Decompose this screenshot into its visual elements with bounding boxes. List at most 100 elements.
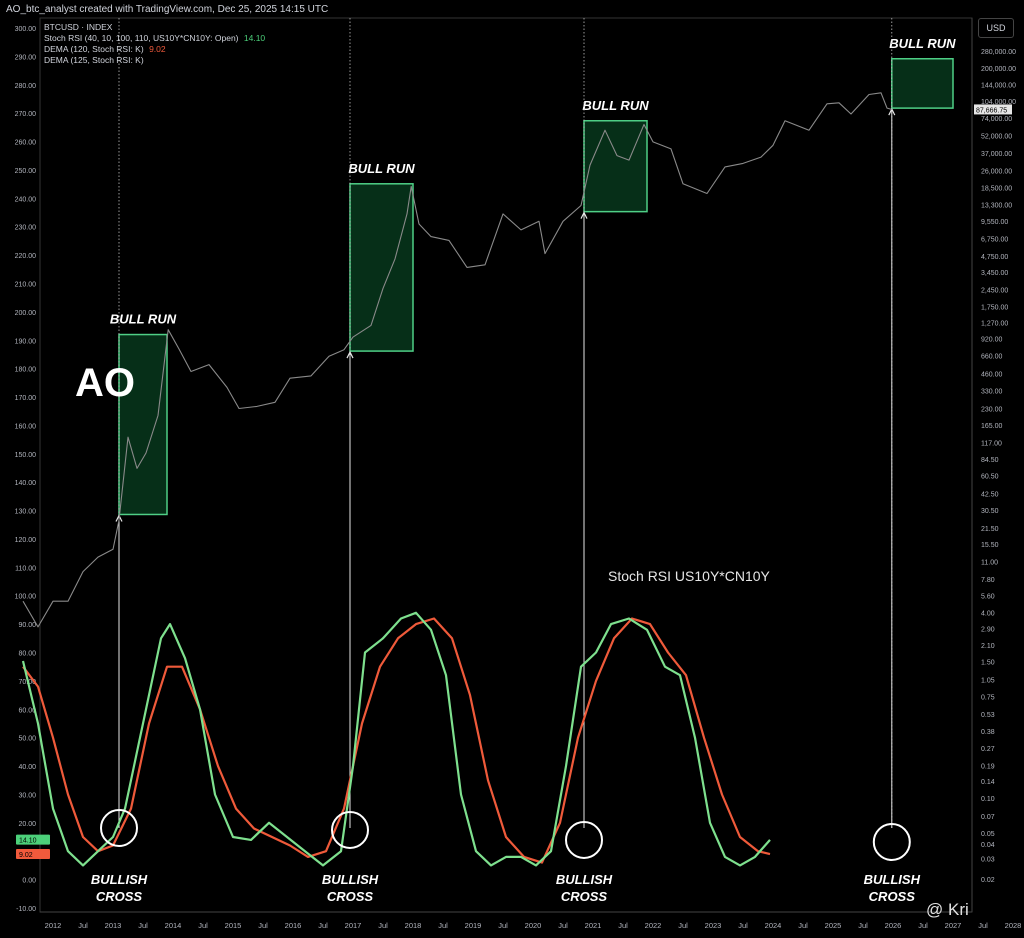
watermark: @ Kri (926, 900, 969, 919)
indicator-label: Stoch RSI US10Y*CN10Y (608, 568, 771, 584)
time-axis-tick: Jul (858, 921, 868, 930)
time-axis-tick: 2022 (645, 921, 662, 930)
right-axis-tick: 4.00 (981, 610, 995, 617)
right-axis-tick: 117.00 (981, 441, 1002, 448)
left-axis-tick: 180.00 (15, 367, 37, 374)
time-axis-tick: Jul (258, 921, 268, 930)
time-axis-tick: 2013 (105, 921, 122, 930)
time-axis-tick: Jul (738, 921, 748, 930)
legend-stoch-label: Stoch RSI (40, 10, 100, 110, US10Y*CN10Y… (44, 33, 239, 43)
right-axis-tick: 165.00 (981, 423, 1003, 430)
time-axis-tick: 2020 (525, 921, 542, 930)
right-axis-tick: 0.53 (981, 712, 995, 719)
right-axis-tick: 0.14 (981, 779, 995, 786)
legend-dema120: DEMA (120, Stoch RSI: K) 9.02 (44, 44, 268, 55)
left-axis-tick: 30.00 (18, 792, 36, 799)
bull-run-box (891, 58, 954, 109)
right-axis-tick: 37,000.00 (981, 151, 1012, 158)
time-axis-tick: 2018 (405, 921, 422, 930)
left-axis-tick: 260.00 (15, 140, 37, 147)
left-axis-tick: 300.00 (15, 26, 37, 33)
legend-dema120-label: DEMA (120, Stoch RSI: K) (44, 44, 144, 54)
time-axis-tick: Jul (138, 921, 148, 930)
value-tag-text: 9.02 (19, 852, 33, 859)
right-axis-tick: 1.50 (981, 660, 995, 667)
right-axis-tick: 42.50 (981, 491, 999, 498)
right-axis-tick: 0.27 (981, 746, 995, 753)
right-axis-tick: 0.05 (981, 831, 995, 838)
left-axis-tick: 170.00 (15, 395, 37, 402)
currency-button[interactable]: USD (978, 18, 1014, 38)
right-axis-tick: 0.10 (981, 796, 995, 803)
right-axis-tick: 13,300.00 (981, 202, 1012, 209)
legend-stoch-value: 14.10 (243, 33, 266, 43)
time-axis-tick: Jul (798, 921, 808, 930)
right-axis-tick: 6,750.00 (981, 236, 1008, 243)
left-axis-tick: 210.00 (15, 281, 37, 288)
value-tag-text: 14.10 (19, 838, 37, 845)
bullish-cross-label-1: BULLISH (322, 872, 379, 887)
right-axis-tick: 21.50 (981, 526, 999, 533)
time-axis-tick: 2024 (765, 921, 782, 930)
right-axis-tick: 52,000.00 (981, 134, 1012, 141)
chart-attribution: AO_btc_analyst created with TradingView.… (6, 4, 329, 15)
right-axis-tick: 4,750.00 (981, 254, 1008, 261)
bullish-cross-circle (872, 823, 911, 861)
time-axis-tick: Jul (198, 921, 208, 930)
right-axis-tick: 2.10 (981, 643, 995, 650)
price-tag-text: 87,666.75 (976, 107, 1007, 114)
right-axis-tick: 104,000.00 (981, 99, 1016, 106)
left-axis-tick: 270.00 (15, 111, 37, 118)
time-axis-tick: 2023 (705, 921, 722, 930)
left-axis-tick: 190.00 (15, 338, 37, 345)
left-axis-tick: 100.00 (15, 594, 37, 601)
right-axis-tick: 3,450.00 (981, 270, 1008, 277)
right-axis-tick: 74,000.00 (981, 116, 1012, 123)
time-axis-tick: 2019 (465, 921, 482, 930)
right-axis-tick: 230.00 (981, 406, 1003, 413)
right-axis-tick: 1,270.00 (981, 321, 1008, 328)
right-axis-tick: 0.07 (981, 814, 995, 821)
left-axis-tick: 80.00 (18, 651, 36, 658)
value-tag (16, 834, 50, 845)
right-axis-tick: 60.50 (981, 474, 999, 481)
left-axis-tick: 230.00 (15, 225, 37, 232)
plot-frame (39, 17, 973, 913)
left-axis-tick: 200.00 (15, 310, 37, 317)
bullish-cross-label-2: CROSS (327, 889, 374, 904)
right-axis-tick: 18,500.00 (981, 186, 1012, 193)
right-axis-tick: 30.50 (981, 508, 999, 515)
time-axis-tick: 2021 (585, 921, 602, 930)
left-axis-tick: 250.00 (15, 168, 37, 175)
time-axis-tick: 2015 (225, 921, 242, 930)
chart-legend: BTCUSD · INDEX Stoch RSI (40, 10, 100, 1… (44, 22, 268, 66)
left-axis-tick: 120.00 (15, 537, 37, 544)
bull-run-box (349, 183, 414, 352)
bullish-cross-label-2: CROSS (96, 889, 143, 904)
time-axis-tick: Jul (918, 921, 928, 930)
legend-dema125: DEMA (125, Stoch RSI: K) (44, 55, 144, 65)
time-axis-tick: 2027 (945, 921, 962, 930)
right-axis-tick: 920.00 (981, 337, 1003, 344)
right-axis-tick: 660.00 (981, 353, 1003, 360)
right-axis-tick: 0.75 (981, 695, 995, 702)
right-axis-tick: 2,450.00 (981, 287, 1008, 294)
bull-run-label: BULL RUN (582, 98, 649, 113)
time-axis-tick: Jul (678, 921, 688, 930)
right-axis-tick: 9,550.00 (981, 219, 1008, 226)
value-tag (16, 849, 50, 860)
time-axis-tick: Jul (78, 921, 88, 930)
bullish-cross-label-2: CROSS (869, 889, 916, 904)
right-axis-tick: 2.90 (981, 627, 995, 634)
right-axis-tick: 0.04 (981, 842, 995, 849)
left-axis-tick: 110.00 (15, 565, 36, 572)
bull-run-box (583, 120, 648, 213)
left-axis-tick: 240.00 (15, 196, 37, 203)
right-axis-tick: 0.03 (981, 857, 995, 864)
time-axis-tick: 2028 (1005, 921, 1022, 930)
right-axis-tick: 0.19 (981, 764, 995, 771)
time-axis-tick: Jul (978, 921, 988, 930)
cross-arrow-head (580, 211, 588, 219)
time-axis-tick: 2012 (45, 921, 62, 930)
legend-dema120-value: 9.02 (149, 44, 166, 54)
